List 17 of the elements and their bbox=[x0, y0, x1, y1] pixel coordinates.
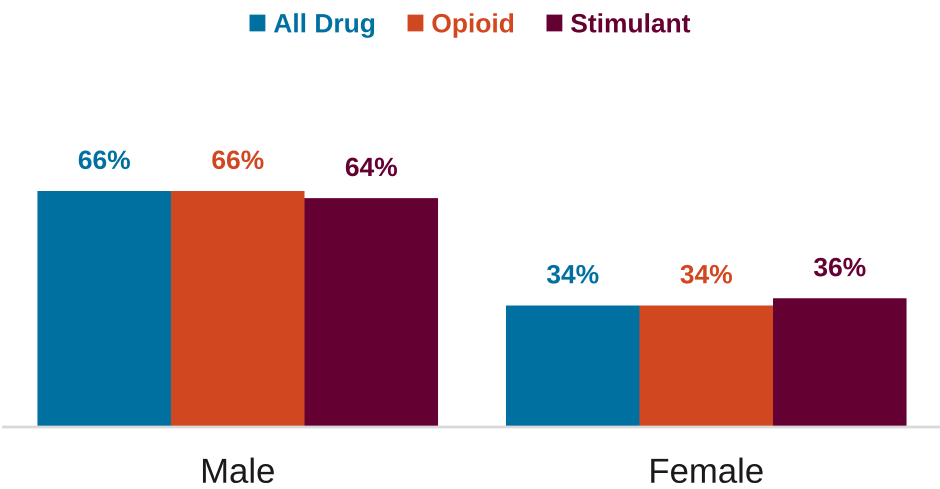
legend-label: Stimulant bbox=[571, 13, 690, 33]
data-label: 34% bbox=[680, 264, 732, 284]
data-label: 66% bbox=[78, 150, 130, 170]
bar bbox=[170, 191, 305, 427]
data-label: 36% bbox=[814, 258, 866, 276]
data-label: 34% bbox=[546, 264, 598, 284]
bar bbox=[506, 305, 640, 427]
bar bbox=[37, 191, 171, 427]
x-tick-label: Male bbox=[202, 458, 274, 484]
legend-label: All Drug bbox=[274, 13, 374, 38]
x-tick-label: Female bbox=[651, 458, 763, 484]
data-label: 66% bbox=[212, 150, 264, 170]
bar bbox=[639, 305, 774, 427]
bar bbox=[304, 198, 438, 427]
legend-label: Opioid bbox=[432, 13, 514, 38]
bar bbox=[773, 298, 907, 427]
data-label: 64% bbox=[346, 158, 397, 176]
